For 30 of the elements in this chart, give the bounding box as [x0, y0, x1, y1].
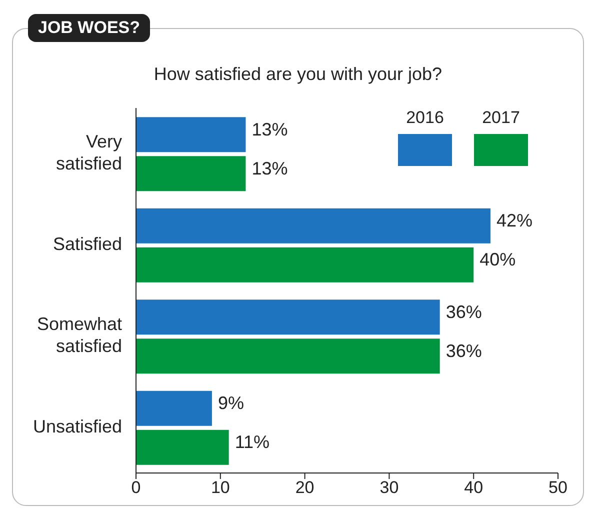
y-tick-label: Unsatisfied — [32, 416, 122, 436]
x-tick-label: 30 — [380, 478, 399, 498]
data-label: 36% — [446, 340, 482, 361]
y-tick-label: Satisfied — [52, 234, 122, 254]
y-tick-label: Very satisfied — [56, 131, 122, 174]
data-label: 13% — [252, 119, 288, 140]
chart-subtitle: How satisfied are you with your job? — [152, 64, 444, 85]
x-tick-label: 20 — [295, 478, 314, 498]
data-label: 11% — [234, 432, 270, 452]
data-label: 36% — [446, 302, 482, 322]
bar — [136, 247, 474, 282]
x-tick-label: 10 — [210, 478, 230, 498]
bar — [136, 430, 229, 465]
data-label: 42% — [496, 210, 533, 231]
text: 2017 — [482, 108, 520, 128]
bar — [136, 208, 490, 244]
x-tick-label: 40 — [464, 478, 484, 498]
bar — [136, 156, 246, 192]
text: 2016 — [406, 108, 444, 128]
bar — [136, 300, 440, 335]
data-label: 40% — [480, 250, 516, 270]
bar — [136, 117, 246, 152]
y-tick-label: Somewhat satisfied — [36, 314, 122, 356]
x-tick-label: 50 — [548, 478, 568, 498]
x-tick-label: 0 — [131, 478, 141, 498]
bar — [136, 390, 212, 426]
chart-title: JOB WOES? — [28, 14, 150, 42]
data-label: 13% — [252, 158, 288, 178]
bar — [136, 338, 440, 374]
data-label: 9% — [218, 393, 244, 414]
